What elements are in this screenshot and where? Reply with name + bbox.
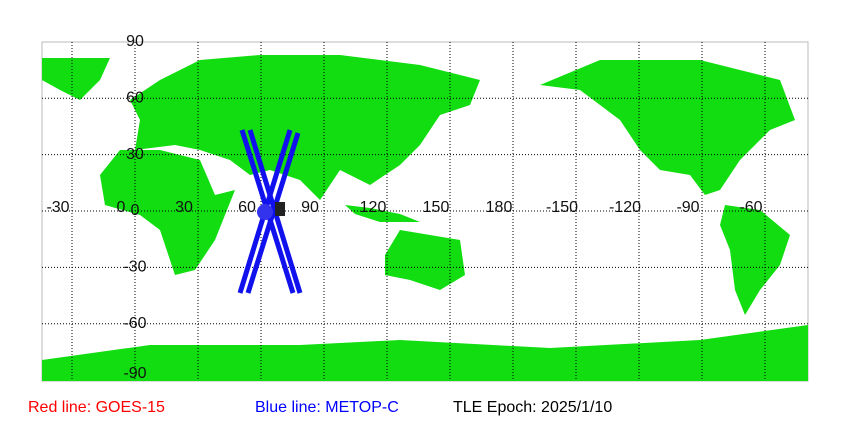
lat-label: -60 bbox=[123, 315, 146, 332]
lat-label: 0 bbox=[131, 202, 140, 219]
lat-label: 90 bbox=[126, 33, 144, 50]
legend-epoch: TLE Epoch: 2025/1/10 bbox=[453, 399, 612, 416]
lon-label: -120 bbox=[609, 199, 641, 216]
grid bbox=[42, 42, 808, 381]
tracks bbox=[237, 129, 303, 294]
legend-blue: Blue line: METOP-C bbox=[255, 399, 399, 416]
lon-label: -30 bbox=[46, 199, 69, 216]
lon-label: -150 bbox=[546, 199, 578, 216]
lon-label: 90 bbox=[301, 199, 319, 216]
land bbox=[42, 55, 808, 381]
lon-label: 30 bbox=[175, 199, 193, 216]
lat-label: -90 bbox=[123, 365, 146, 382]
lon-label: 0 bbox=[117, 199, 126, 216]
lon-label: 120 bbox=[360, 199, 387, 216]
legend-red: Red line: GOES-15 bbox=[28, 399, 165, 416]
lon-label: 150 bbox=[423, 199, 450, 216]
lon-label: -60 bbox=[739, 199, 762, 216]
lon-label: -90 bbox=[676, 199, 699, 216]
lon-label: 60 bbox=[238, 199, 256, 216]
lat-label: 60 bbox=[126, 89, 144, 106]
lon-label: 180 bbox=[486, 199, 513, 216]
lat-label: -30 bbox=[123, 259, 146, 276]
lat-label: 30 bbox=[126, 146, 144, 163]
